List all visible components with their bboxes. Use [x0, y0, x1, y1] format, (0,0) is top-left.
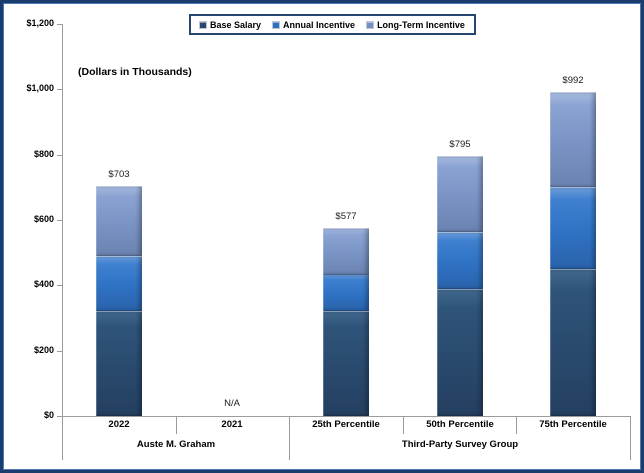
y-axis-tick [57, 351, 62, 352]
category-label: 2022 [108, 419, 130, 430]
category-label: 75th Percentile [539, 419, 607, 430]
y-axis-tick [57, 24, 62, 25]
chart-subtitle: (Dollars in Thousands) [78, 66, 192, 78]
bar-segment-annual-incentive [550, 187, 596, 269]
legend-item-annual-incentive: Annual Incentive [273, 20, 355, 30]
bar-segment-base-salary [323, 311, 369, 416]
category-label: 25th Percentile [312, 419, 380, 430]
legend-item-base-salary: Base Salary [200, 20, 261, 30]
group-separator [630, 416, 631, 460]
bar-segment-annual-incentive [437, 232, 483, 289]
bar-total-label: $795 [449, 139, 471, 150]
y-axis-tick [57, 285, 62, 286]
group-separator [62, 416, 63, 460]
bar-segment-annual-incentive [96, 256, 142, 311]
bar-total-label: $703 [108, 169, 130, 180]
bar-segment-long-term-incentive [437, 156, 483, 232]
bar-segment-long-term-incentive [323, 228, 369, 275]
legend-label-annual-incentive: Annual Incentive [283, 19, 356, 30]
legend-item-long-term-incentive: Long-Term Incentive [367, 20, 465, 30]
y-axis-tick-label: $200 [33, 345, 54, 355]
bar-na-label: N/A [224, 398, 240, 409]
y-axis-tick-label: $800 [33, 149, 54, 159]
group-label: Third-Party Survey Group [401, 439, 519, 450]
bar-segment-base-salary [96, 311, 142, 416]
category-separator [516, 416, 517, 434]
y-axis-tick-label: $600 [33, 214, 54, 224]
base-salary-legend-marker-icon [200, 21, 206, 28]
y-axis-tick [57, 416, 62, 417]
bar-segment-annual-incentive [323, 274, 369, 311]
y-axis-tick-label: $1,200 [26, 18, 54, 28]
category-separator [176, 416, 177, 434]
bar-total-label: $577 [335, 211, 357, 222]
bar-segment-base-salary [550, 269, 596, 416]
bar-segment-base-salary [437, 289, 483, 416]
legend-label-long-term-incentive: Long-Term Incentive [377, 19, 465, 30]
category-label: 50th Percentile [426, 419, 494, 430]
y-axis-line [62, 24, 63, 460]
y-axis-tick [57, 89, 62, 90]
long-term-incentive-legend-marker-icon [367, 21, 374, 28]
bar-total-label: $992 [562, 75, 584, 86]
bar-segment-long-term-incentive [96, 186, 142, 256]
y-axis-tick-label: $1,000 [26, 83, 54, 93]
bar-segment-long-term-incentive [550, 92, 596, 187]
group-separator [289, 416, 290, 460]
group-label: Auste M. Graham [136, 439, 216, 450]
legend-label-base-salary: Base Salary [210, 19, 262, 30]
y-axis-tick-label: $0 [43, 410, 54, 420]
y-axis-tick [57, 220, 62, 221]
category-separator [403, 416, 404, 434]
legend: Base Salary Annual Incentive Long-Term I… [189, 14, 476, 35]
plot-area: $0 $200 $400 $600 $800 $1,000 $1,200 $703 N/A $57… [26, 18, 630, 420]
annual-incentive-legend-marker-icon [273, 21, 280, 28]
y-axis-tick [57, 155, 62, 156]
y-axis-tick-label: $400 [33, 279, 54, 289]
category-label: 2021 [221, 419, 243, 430]
x-axis-line [62, 416, 630, 417]
